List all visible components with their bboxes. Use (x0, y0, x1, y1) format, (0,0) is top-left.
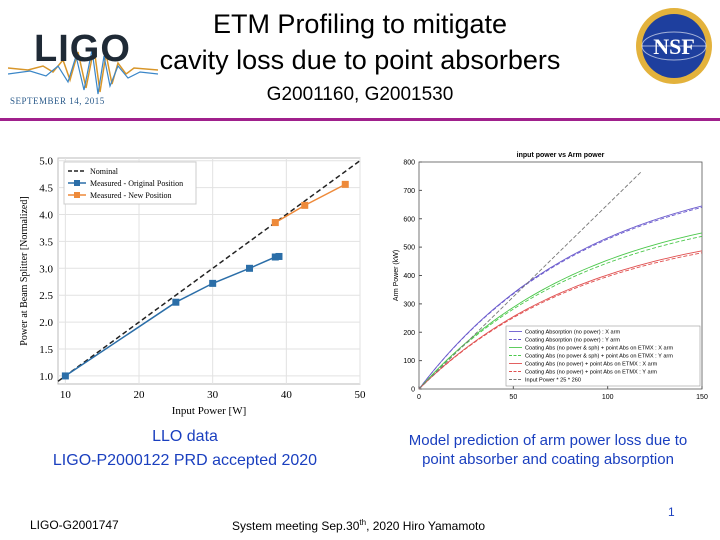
x-tick-label: 150 (696, 394, 708, 401)
legend-marker-1 (74, 180, 80, 186)
legend-label-3: Coating Abs (no power & sph) + point Abs… (525, 354, 673, 360)
y-tick-label: 100 (403, 358, 415, 365)
y-tick-label: 500 (403, 245, 415, 252)
legend-label-2: Coating Abs (no power & sph) + point Abs… (525, 346, 673, 352)
y-tick-label: 4.0 (39, 210, 53, 222)
page-number: 1 (668, 505, 675, 519)
x-tick-label: 0 (417, 394, 421, 401)
x-tick-label: 10 (60, 389, 72, 401)
slide-title-line1: ETM Profiling to mitigate (212, 9, 508, 39)
nsf-logo: NSF (632, 4, 716, 88)
data-point (209, 279, 217, 287)
data-point (275, 252, 283, 260)
y-tick-label: 600 (403, 216, 415, 223)
llo-power-chart: 10 20 30 40 50 1.0 1.5 2.0 2.5 3.0 3.5 4.0 4.5 5.0 Inp… (19, 156, 367, 417)
y-tick-label: 0 (411, 387, 415, 394)
data-point (61, 372, 69, 380)
data-point (301, 201, 309, 209)
legend-label-1: Coating Absorption (no power) : Y arm (525, 338, 620, 344)
data-point (246, 264, 254, 272)
series-line-1 (418, 206, 703, 390)
data-point (271, 219, 279, 227)
x-tick-label: 50 (509, 394, 517, 401)
legend-label-6: Input Power * 25 * 260 (525, 378, 581, 384)
series-line-0 (57, 160, 361, 382)
y-tick-label: 800 (403, 160, 415, 167)
x-axis-label: Input Power [W] (172, 405, 247, 417)
caption-llo-data: LLO data (152, 428, 218, 445)
legend-label-0: Coating Absorption (no power) : X arm (525, 330, 620, 336)
footer-meeting-prefix: System meeting Sep.30 (232, 519, 360, 533)
slide-title-line2: cavity loss due to point absorbers (159, 45, 561, 75)
y-tick-label: 300 (403, 301, 415, 308)
footer-meeting-sup: th (359, 518, 367, 527)
series-line-5 (418, 252, 703, 390)
footer-meeting-info: System meeting Sep.30th, 2020 Hiro Yamam… (232, 518, 485, 533)
data-point (172, 298, 180, 306)
x-tick-label: 50 (355, 389, 367, 401)
y-axis-label: Power at Beam Splitter [Normalized] (19, 196, 30, 345)
ligo-logo-date: SEPTEMBER 14, 2015 (10, 96, 105, 106)
y-tick-label: 1.0 (39, 371, 53, 383)
x-tick-label: 30 (207, 389, 219, 401)
data-point (341, 180, 349, 188)
ligo-logo (7, 8, 159, 113)
y-tick-label: 200 (403, 330, 415, 337)
legend-label-5: Coating Abs (no power) + point Abs on ET… (525, 370, 657, 376)
y-tick-label: 3.5 (39, 236, 53, 248)
data-point (271, 253, 279, 261)
legend-marker-2 (74, 192, 80, 198)
arm-power-chart: input power vs Arm power 0 50 100 150 0 100 200… (393, 152, 708, 401)
slide-subtitle: G2001160, G2001530 (266, 84, 454, 105)
footer-document-id: LIGO-G2001747 (30, 518, 119, 532)
series-line-6 (418, 171, 642, 390)
y-tick-label: 2.0 (39, 317, 53, 329)
y-tick-label: 700 (403, 188, 415, 195)
y-tick-label: 1.5 (39, 344, 53, 356)
series-line-3 (418, 235, 703, 390)
caption-model-line1: Model prediction of arm power loss due t… (408, 432, 688, 449)
y-tick-label: 3.0 (39, 263, 53, 275)
series-line-4 (418, 250, 703, 390)
y-tick-label: 2.5 (39, 290, 53, 302)
legend-box (505, 325, 701, 387)
x-tick-label: 100 (602, 394, 614, 401)
y-axis-label: Arm Power (kW) (393, 250, 400, 301)
x-tick-label: 40 (281, 389, 293, 401)
y-tick-label: 5.0 (39, 156, 53, 168)
x-tick-label: 20 (134, 389, 146, 401)
caption-llo-reference: LIGO-P2000122 PRD accepted 2020 (52, 452, 318, 469)
y-tick-label: 400 (403, 273, 415, 280)
footer-meeting-suffix: , 2020 Hiro Yamamoto (366, 519, 486, 533)
legend-label-2: Measured - New Position (90, 191, 172, 200)
nsf-globe-icon (636, 8, 712, 84)
ligo-logo-text: LIGO (34, 28, 131, 70)
legend-label-1: Measured - Original Position (90, 179, 183, 188)
ligo-waveform-icon (7, 47, 159, 95)
legend-label-4: Coating Abs (no power) + point Abs on ET… (525, 362, 658, 368)
nsf-logo-text: NSF (653, 34, 695, 59)
y-tick-label: 4.5 (39, 183, 53, 195)
chart-title: input power vs Arm power (517, 152, 605, 159)
caption-model-line2: point absorber and coating absorption (422, 451, 674, 468)
legend-label-0: Nominal (90, 167, 119, 176)
header-divider (0, 118, 720, 121)
